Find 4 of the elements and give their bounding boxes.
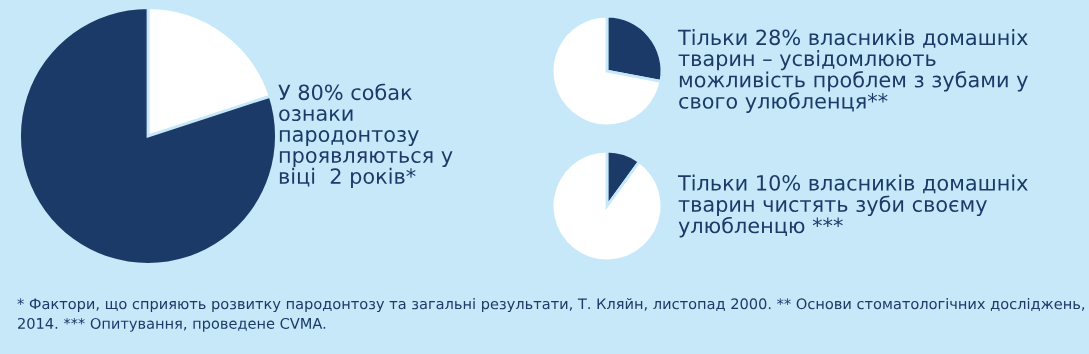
text: Тільки 10% власників домашніх тварин чистять зуби своєму улюбленцю ***	[677, 174, 1028, 238]
text: * Фактори, що сприяють розвитку пародонтозу та загальні результати, Т. Кляйн, листопад 2000. ** Основи стоматологічних досліджень, 2014. *** Опитування, проведене CVMA.	[17, 298, 1085, 332]
text: У 80% собак ознаки пародонтозу проявляються у віці 2 років*	[278, 83, 453, 188]
text: Тільки 28% власників домашніх тварин – усвідомлюють можливість проблем з зубами у свого улюбленця**	[677, 29, 1028, 113]
